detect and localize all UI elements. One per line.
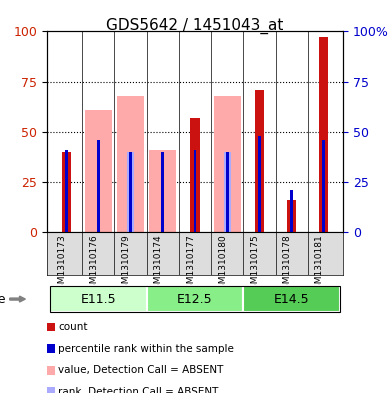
Bar: [287, 200, 296, 232]
Text: E14.5: E14.5: [274, 292, 309, 306]
Text: percentile rank within the sample: percentile rank within the sample: [58, 343, 234, 354]
Bar: [319, 37, 328, 232]
Bar: [117, 95, 144, 232]
Bar: [290, 190, 293, 232]
Text: GSM1310181: GSM1310181: [315, 234, 324, 295]
Text: rank, Detection Call = ABSENT: rank, Detection Call = ABSENT: [58, 387, 219, 393]
Text: GSM1310175: GSM1310175: [250, 234, 259, 295]
Bar: [65, 150, 67, 232]
Bar: [224, 152, 231, 232]
Bar: [127, 152, 134, 232]
Text: GDS5642 / 1451043_at: GDS5642 / 1451043_at: [106, 18, 284, 34]
Text: age: age: [0, 292, 6, 306]
Bar: [62, 152, 71, 232]
Bar: [190, 118, 200, 232]
Text: GSM1310178: GSM1310178: [283, 234, 292, 295]
Text: GSM1310177: GSM1310177: [186, 234, 195, 295]
Bar: [323, 140, 325, 232]
Text: GSM1310173: GSM1310173: [57, 234, 66, 295]
Bar: [226, 152, 229, 232]
Text: GSM1310176: GSM1310176: [89, 234, 98, 295]
Text: count: count: [58, 322, 88, 332]
Text: value, Detection Call = ABSENT: value, Detection Call = ABSENT: [58, 365, 224, 375]
Bar: [161, 152, 164, 232]
Bar: [97, 140, 100, 232]
Text: GSM1310174: GSM1310174: [154, 234, 163, 295]
Bar: [258, 136, 261, 232]
Bar: [85, 110, 112, 232]
Bar: [149, 150, 176, 232]
Text: E12.5: E12.5: [177, 292, 213, 306]
Bar: [255, 90, 264, 232]
Text: E11.5: E11.5: [81, 292, 116, 306]
Bar: [129, 152, 132, 232]
Text: GSM1310180: GSM1310180: [218, 234, 227, 295]
Bar: [193, 150, 197, 232]
Text: GSM1310179: GSM1310179: [122, 234, 131, 295]
Bar: [214, 95, 241, 232]
